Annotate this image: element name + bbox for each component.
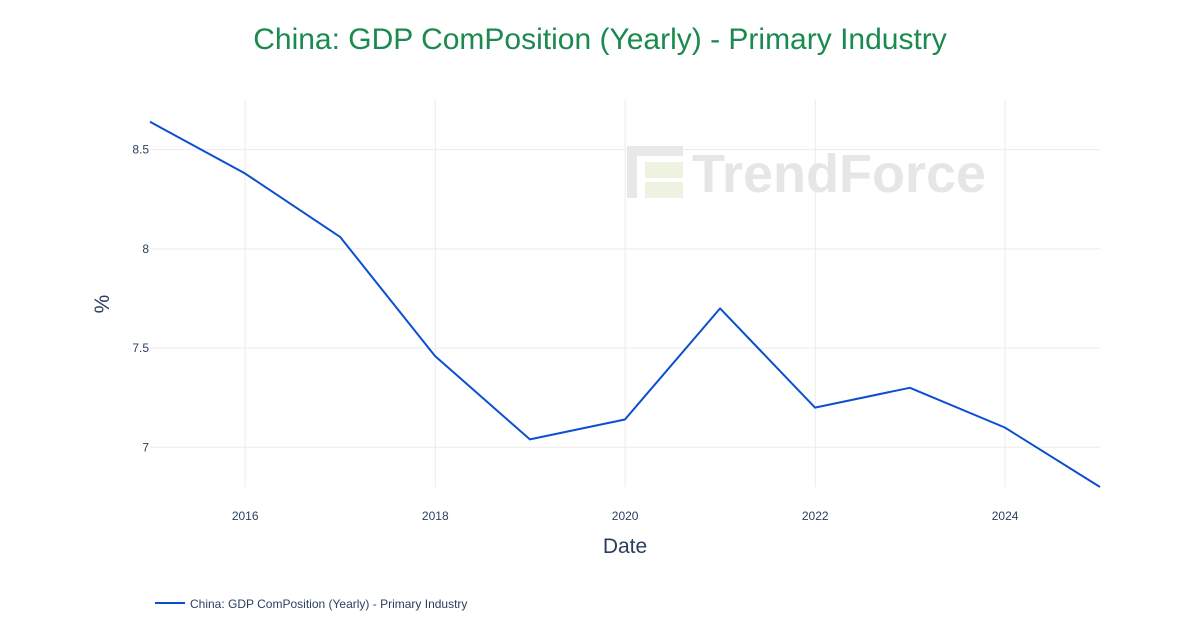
chart-title: China: GDP ComPosition (Yearly) - Primar…	[253, 23, 947, 56]
watermark-text: TrendForce	[692, 144, 986, 204]
y-axis-ticks: 7 7.5 8 8.5	[132, 143, 149, 455]
data-point[interactable]	[717, 305, 723, 311]
legend-label: China: GDP ComPosition (Yearly) - Primar…	[190, 597, 467, 611]
data-point[interactable]	[1002, 424, 1008, 430]
data-point[interactable]	[337, 234, 343, 240]
series-layer	[147, 119, 1103, 490]
data-point[interactable]	[147, 119, 153, 125]
x-tick-label: 2020	[612, 509, 639, 523]
series-line[interactable]	[149, 120, 1101, 488]
y-axis-title: %	[91, 295, 114, 314]
x-tick-label: 2024	[992, 509, 1019, 523]
legend[interactable]: China: GDP ComPosition (Yearly) - Primar…	[155, 597, 467, 611]
trendforce-watermark: TrendForce	[627, 144, 986, 204]
data-point[interactable]	[242, 170, 248, 176]
x-axis-title: Date	[603, 535, 647, 558]
data-point[interactable]	[527, 436, 533, 442]
x-tick-label: 2022	[802, 509, 829, 523]
data-point[interactable]	[432, 353, 438, 359]
x-axis-ticks: 2016 2018 2020 2022 2024	[232, 509, 1019, 523]
data-point[interactable]	[907, 385, 913, 391]
trendforce-logo-icon	[627, 146, 683, 198]
grid-lines	[150, 100, 1100, 487]
y-tick-label: 7.5	[132, 341, 149, 355]
y-tick-label: 8	[142, 242, 149, 256]
y-tick-label: 7	[142, 440, 149, 454]
x-tick-label: 2018	[422, 509, 449, 523]
data-point[interactable]	[812, 405, 818, 411]
data-point[interactable]	[1097, 484, 1103, 490]
x-tick-label: 2016	[232, 509, 259, 523]
y-tick-label: 8.5	[132, 143, 149, 157]
data-point[interactable]	[622, 417, 628, 423]
